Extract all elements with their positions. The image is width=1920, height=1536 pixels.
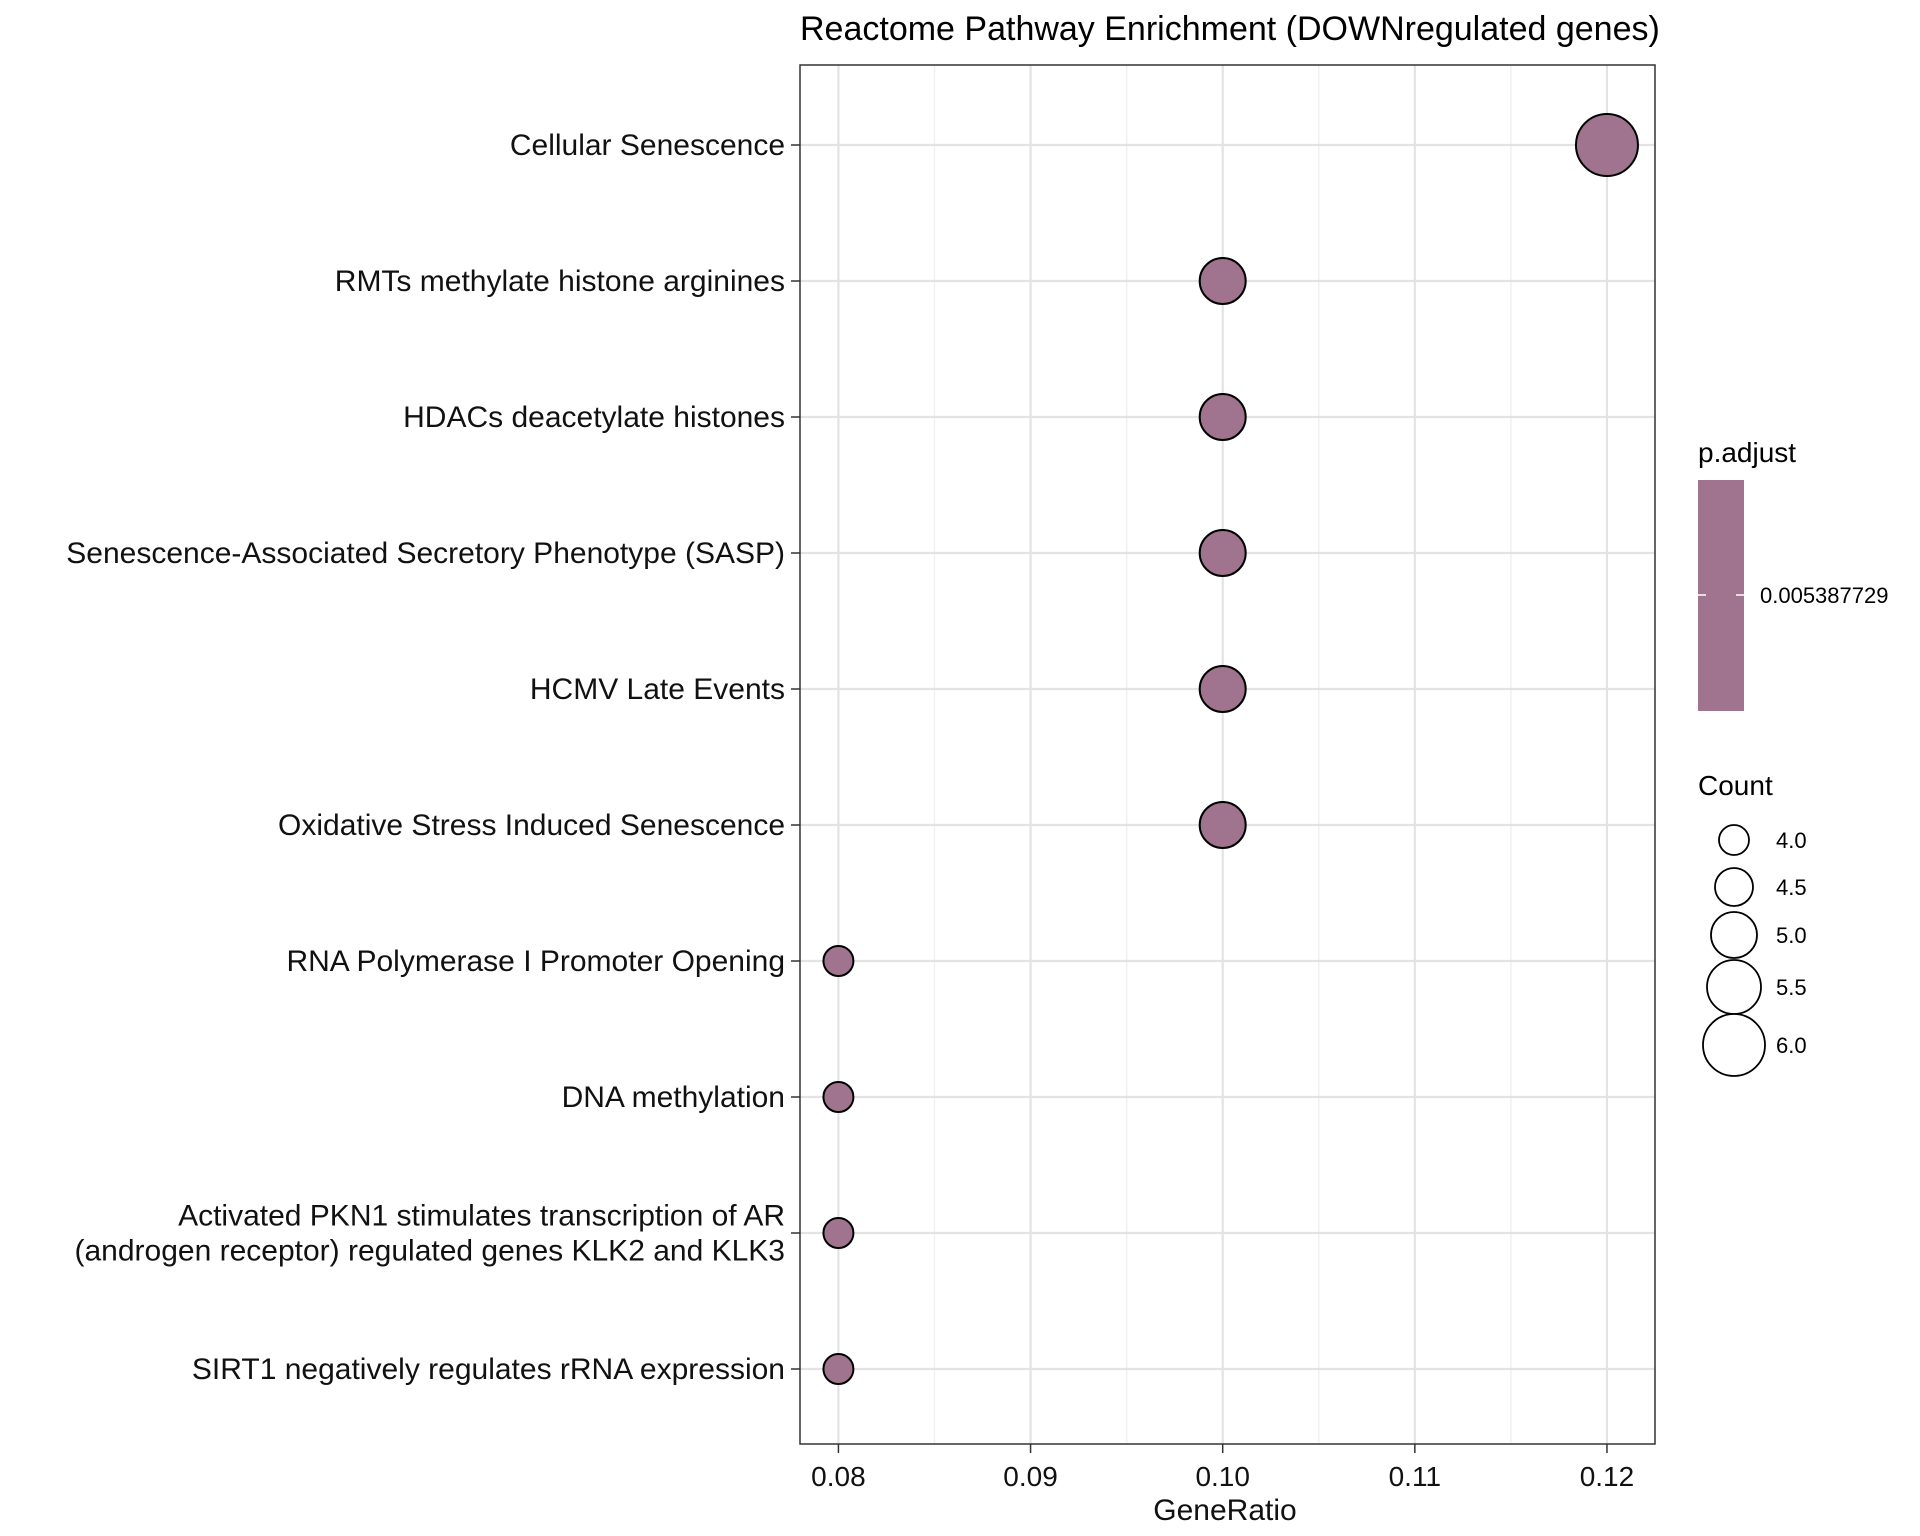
count-legend-label: 5.0	[1776, 923, 1807, 948]
x-tick-label: 0.08	[811, 1461, 866, 1492]
data-point	[1198, 665, 1247, 713]
data-point	[822, 1081, 855, 1113]
count-legend-key	[1702, 1013, 1766, 1077]
y-tick-label: Activated PKN1 stimulates transcription …	[75, 1200, 786, 1268]
data-point	[1198, 393, 1247, 441]
count-legend-key	[1706, 959, 1762, 1015]
count-legend-label: 4.0	[1776, 828, 1807, 853]
data-point	[822, 1217, 855, 1249]
x-tick-label: 0.12	[1580, 1461, 1635, 1492]
data-point	[1574, 113, 1639, 177]
x-tick-label: 0.10	[1195, 1461, 1250, 1492]
p-adjust-legend-title: p.adjust	[1698, 437, 1796, 468]
data-point	[822, 1353, 855, 1385]
y-axis: Cellular Senescence RMTs methylate histon…	[66, 129, 800, 1386]
x-axis-title: GeneRatio	[1153, 1494, 1296, 1527]
count-legend-label: 5.5	[1776, 975, 1807, 1000]
chart-title: Reactome Pathway Enrichment (DOWNregulat…	[800, 10, 1660, 48]
y-tick-label: RMTs methylate histone arginines	[335, 265, 785, 298]
count-legend: Count 4.0 4.5 5.0 5.5 6.0	[1698, 770, 1807, 1077]
y-tick-label: SIRT1 negatively regulates rRNA expressi…	[192, 1353, 785, 1386]
data-point	[1198, 529, 1247, 577]
data-point	[1198, 257, 1247, 305]
y-tick-label: DNA methylation	[562, 1081, 785, 1114]
y-tick-label: Oxidative Stress Induced Senescence	[278, 809, 785, 842]
y-tick-label: HDACs deacetylate histones	[403, 401, 785, 434]
data-point	[822, 945, 855, 977]
count-legend-key	[1718, 824, 1750, 856]
count-legend-label: 6.0	[1776, 1033, 1807, 1058]
y-tick-label: Cellular Senescence	[510, 129, 785, 162]
plot-panel-border	[799, 64, 1656, 1445]
p-adjust-legend: p.adjust 0.005387729	[1698, 437, 1888, 711]
colorbar-label: 0.005387729	[1760, 583, 1888, 608]
data-points	[822, 113, 1639, 1385]
count-legend-label: 4.5	[1776, 875, 1807, 900]
x-tick-label: 0.09	[1003, 1461, 1058, 1492]
x-tick-label: 0.11	[1389, 1461, 1441, 1492]
count-legend-title: Count	[1698, 770, 1773, 801]
x-axis: 0.08 0.09 0.10 0.11 0.12	[811, 1444, 1634, 1492]
count-legend-key	[1710, 911, 1758, 959]
y-tick-label: RNA Polymerase I Promoter Opening	[286, 945, 785, 978]
y-tick-label: Senescence-Associated Secretory Phenotyp…	[66, 537, 785, 570]
data-point	[1198, 801, 1247, 849]
y-tick-label: HCMV Late Events	[530, 673, 785, 706]
count-legend-key	[1714, 867, 1754, 907]
